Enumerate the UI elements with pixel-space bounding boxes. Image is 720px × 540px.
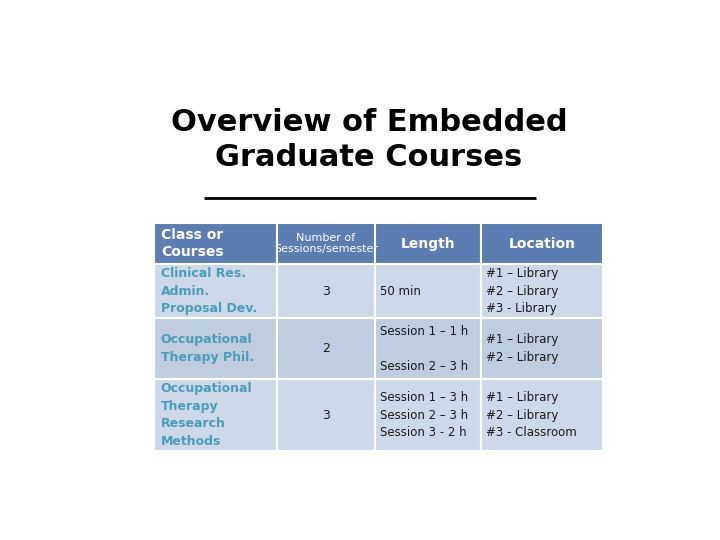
- Bar: [154, 265, 277, 319]
- Bar: [277, 265, 374, 319]
- Text: Clinical Res.
Admin.
Proposal Dev.: Clinical Res. Admin. Proposal Dev.: [161, 267, 257, 315]
- Bar: [154, 223, 277, 265]
- Bar: [154, 319, 277, 379]
- Bar: [481, 265, 603, 319]
- Text: Location: Location: [508, 237, 575, 251]
- Bar: [374, 223, 481, 265]
- Bar: [481, 223, 603, 265]
- Bar: [481, 319, 603, 379]
- Bar: [374, 319, 481, 379]
- Text: Session 1 – 3 h
Session 2 – 3 h
Session 3 - 2 h: Session 1 – 3 h Session 2 – 3 h Session …: [380, 391, 468, 439]
- Text: Occupational
Therapy
Research
Methods: Occupational Therapy Research Methods: [161, 382, 253, 448]
- Text: Class or
Courses: Class or Courses: [161, 228, 223, 259]
- Text: Number of
Sessions/semester: Number of Sessions/semester: [274, 233, 378, 254]
- Text: #1 – Library
#2 – Library
#3 - Classroom: #1 – Library #2 – Library #3 - Classroom: [486, 391, 577, 439]
- Text: #1 – Library
#2 – Library: #1 – Library #2 – Library: [486, 333, 559, 364]
- Bar: [374, 265, 481, 319]
- Bar: [154, 379, 277, 451]
- Bar: [277, 223, 374, 265]
- Text: Occupational
Therapy Phil.: Occupational Therapy Phil.: [161, 333, 254, 364]
- Text: Length: Length: [400, 237, 455, 251]
- Text: 50 min: 50 min: [380, 285, 421, 298]
- Text: #1 – Library
#2 – Library
#3 - Library: #1 – Library #2 – Library #3 - Library: [486, 267, 559, 315]
- Bar: [374, 379, 481, 451]
- Text: Session 1 – 1 h

Session 2 – 3 h: Session 1 – 1 h Session 2 – 3 h: [380, 325, 469, 373]
- Bar: [277, 379, 374, 451]
- Text: 3: 3: [322, 285, 330, 298]
- Text: 3: 3: [322, 409, 330, 422]
- Bar: [277, 319, 374, 379]
- Text: 2: 2: [322, 342, 330, 355]
- Text: Overview of Embedded
Graduate Courses: Overview of Embedded Graduate Courses: [171, 108, 567, 172]
- Bar: [481, 379, 603, 451]
